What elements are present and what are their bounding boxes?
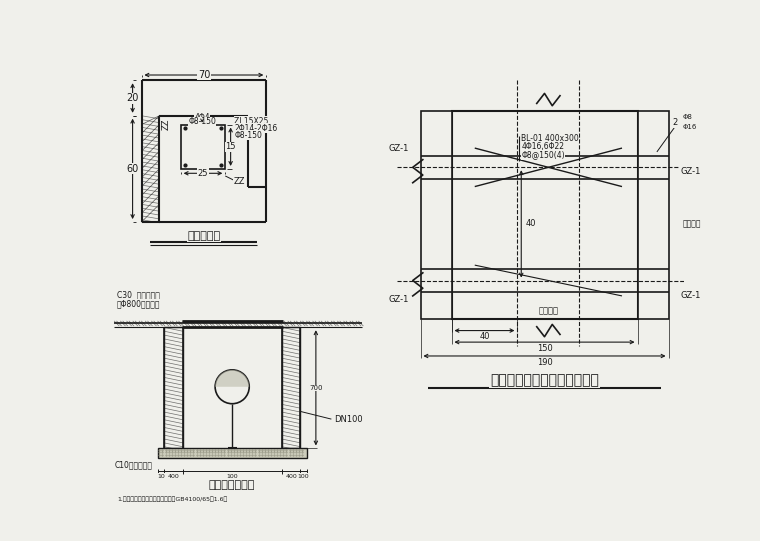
Text: Φ8-150: Φ8-150 xyxy=(234,131,262,140)
Bar xyxy=(451,156,638,179)
Bar xyxy=(420,111,451,319)
Text: 共用管沟: 共用管沟 xyxy=(538,307,559,316)
Bar xyxy=(638,111,669,319)
Text: 25: 25 xyxy=(198,169,208,178)
Text: BL-01 400x300: BL-01 400x300 xyxy=(521,134,579,143)
Text: C10混凝土基础: C10混凝土基础 xyxy=(114,460,152,469)
Text: Φ8@150(4): Φ8@150(4) xyxy=(521,150,565,160)
Bar xyxy=(451,111,638,319)
Text: C30  混凝土井圈: C30 混凝土井圈 xyxy=(117,291,160,300)
Text: GZ-1: GZ-1 xyxy=(680,167,701,176)
Text: GZ-1: GZ-1 xyxy=(680,292,701,300)
Text: Φ16: Φ16 xyxy=(682,123,697,129)
Text: 1.消火栖采用地下式消火栖，型号GB4100/65，1.6型: 1.消火栖采用地下式消火栖，型号GB4100/65，1.6型 xyxy=(117,497,227,502)
Text: 共用管沟交叉处顶板配筋大样: 共用管沟交叉处顶板配筋大样 xyxy=(490,374,599,387)
Text: Φ8-150: Φ8-150 xyxy=(188,117,216,127)
Text: 190: 190 xyxy=(537,358,553,367)
Text: 60: 60 xyxy=(126,164,139,174)
Text: ZZ: ZZ xyxy=(234,177,245,186)
Text: 400: 400 xyxy=(167,473,179,479)
Text: Φ8: Φ8 xyxy=(682,114,692,120)
Bar xyxy=(451,269,638,292)
Text: 2: 2 xyxy=(673,118,678,127)
Text: 70: 70 xyxy=(198,70,210,80)
Text: ZZ: ZZ xyxy=(162,119,171,130)
Text: GZ-1: GZ-1 xyxy=(388,295,409,304)
Bar xyxy=(158,448,306,458)
Bar xyxy=(181,124,225,169)
Text: 4Φ4: 4Φ4 xyxy=(195,113,210,122)
Text: 15: 15 xyxy=(226,142,236,151)
Text: GZ-1: GZ-1 xyxy=(388,143,409,153)
Text: 10: 10 xyxy=(157,473,165,479)
Text: 给水管支架: 给水管支架 xyxy=(187,231,220,241)
Text: 共用管沟: 共用管沟 xyxy=(682,220,701,228)
Text: 100: 100 xyxy=(298,473,309,479)
Text: 4Φ16,6Φ22: 4Φ16,6Φ22 xyxy=(521,142,564,151)
Text: 消火栖井大样图: 消火栖井大样图 xyxy=(209,480,255,490)
Text: 20: 20 xyxy=(126,93,139,103)
Wedge shape xyxy=(215,370,249,387)
Text: ZJ 15X25: ZJ 15X25 xyxy=(234,116,268,126)
Text: DN100: DN100 xyxy=(334,414,363,424)
Text: 或Φ800铸铁井圈: 或Φ800铸铁井圈 xyxy=(117,299,160,308)
Text: 100: 100 xyxy=(226,473,238,479)
Text: 2Φ14-2Φ16: 2Φ14-2Φ16 xyxy=(234,124,277,133)
Text: 150: 150 xyxy=(537,344,553,353)
Bar xyxy=(282,327,300,448)
Text: 400: 400 xyxy=(285,473,297,479)
Text: 700: 700 xyxy=(309,385,323,391)
Text: 40: 40 xyxy=(480,332,489,341)
Text: 40: 40 xyxy=(525,220,536,228)
Bar xyxy=(164,327,182,448)
